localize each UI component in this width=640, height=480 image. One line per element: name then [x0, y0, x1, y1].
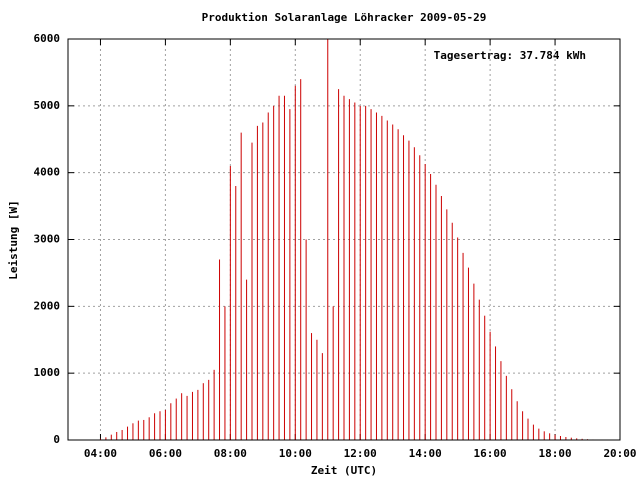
x-tick-label: 04:00 — [84, 447, 117, 460]
plot-border — [67, 38, 621, 441]
x-tick-label: 08:00 — [214, 447, 247, 460]
x-tick-label: 12:00 — [344, 447, 377, 460]
x-tick-label: 14:00 — [409, 447, 442, 460]
y-tick-label: 3000 — [34, 233, 61, 246]
chart-title: Produktion Solaranlage Löhracker 2009-05… — [202, 11, 487, 24]
x-tick-label: 20:00 — [603, 447, 636, 460]
x-tick-label: 06:00 — [149, 447, 182, 460]
y-tick-label: 0 — [53, 433, 60, 446]
y-axis-label: Leistung [W] — [7, 200, 20, 279]
x-tick-label: 10:00 — [279, 447, 312, 460]
y-tick-label: 2000 — [34, 299, 61, 312]
x-tick-label: 18:00 — [538, 447, 571, 460]
x-axis-label: Zeit (UTC) — [311, 464, 377, 477]
x-tick-label: 16:00 — [474, 447, 507, 460]
y-tick-label: 6000 — [34, 32, 61, 45]
y-tick-label: 1000 — [34, 366, 61, 379]
y-tick-label: 4000 — [34, 166, 61, 179]
y-tick-label: 5000 — [34, 99, 61, 112]
annotation: Tagesertrag: 37.784 kWh — [434, 49, 586, 62]
